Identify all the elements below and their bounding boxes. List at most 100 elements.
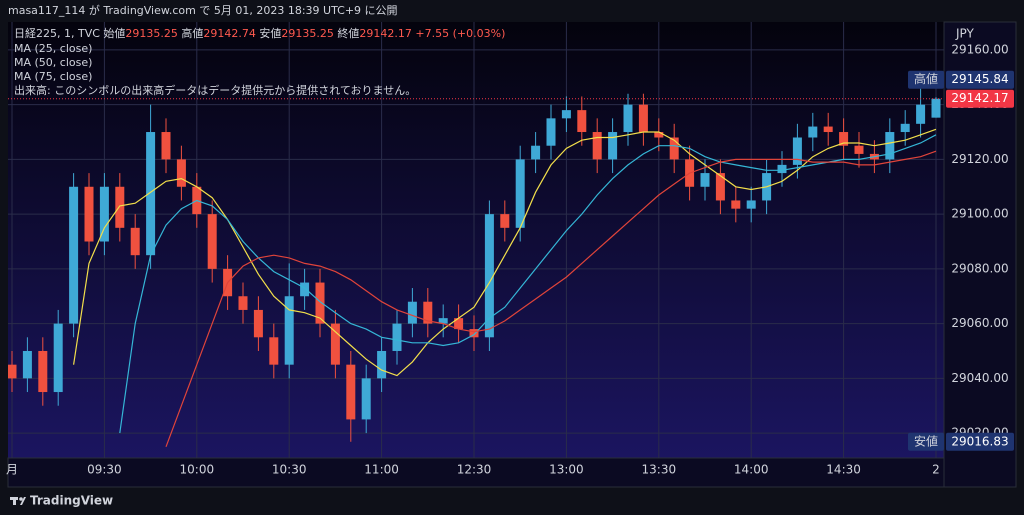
time-axis xyxy=(7,457,945,488)
candle-body xyxy=(99,186,109,242)
candle-body xyxy=(808,126,818,138)
x-tick-label: 10:00 xyxy=(180,463,215,477)
price-tag-label: 29016.83 xyxy=(951,434,1008,448)
candle-body xyxy=(885,132,895,160)
candle-body xyxy=(238,296,248,310)
candle-body xyxy=(931,98,941,118)
candle-body xyxy=(253,309,263,338)
candle-body xyxy=(916,104,926,124)
candle-body xyxy=(777,164,787,174)
candle-body xyxy=(8,364,17,379)
x-tick-label: 13:00 xyxy=(549,463,584,477)
x-tick-label: 12:30 xyxy=(457,463,492,477)
ohlc-label: 高値 xyxy=(181,26,203,40)
ohlc-value: 29135.25 xyxy=(281,27,334,40)
candle-body xyxy=(500,214,510,228)
ohlc-label: 安値 xyxy=(259,26,281,40)
y-tick-label: 29060.00 xyxy=(951,316,1008,330)
x-tick-label: 09:30 xyxy=(87,463,122,477)
candle-body xyxy=(407,301,417,324)
candle-body xyxy=(638,104,648,133)
brand-logo xyxy=(10,497,26,505)
candle-body xyxy=(115,186,125,228)
candle-body xyxy=(84,186,94,242)
candle-body xyxy=(854,145,864,154)
volume-note: 出来高: このシンボルの出来高データはデータ提供元から提供されておりません。 xyxy=(14,83,416,97)
marker-tag xyxy=(908,432,944,451)
publisher: masa117_114 が TradingView.com で 5月 01, 2… xyxy=(8,3,398,17)
brand: TradingView xyxy=(30,494,113,508)
candle-body xyxy=(469,329,479,338)
candle-body xyxy=(454,318,464,330)
legend: 日経225, 1, TVC 始値29135.25 高値29142.74 安値29… xyxy=(14,26,505,97)
candle-body xyxy=(161,132,171,160)
ohlc-value: 29135.25 xyxy=(125,27,178,40)
candle-body xyxy=(546,118,556,146)
candle-body xyxy=(176,159,186,187)
candle-body xyxy=(715,173,725,201)
candle-body xyxy=(700,173,710,187)
x-tick-label: 11:00 xyxy=(364,463,399,477)
candle-body xyxy=(438,318,448,324)
x-tick-label: 13:30 xyxy=(642,463,677,477)
candle-body xyxy=(284,296,294,365)
x-tick-label: 2 xyxy=(932,463,940,477)
candle-body xyxy=(130,227,140,256)
candle-body xyxy=(669,137,679,160)
candle-body xyxy=(623,104,633,133)
candle-body xyxy=(377,350,387,379)
candle-body xyxy=(592,132,602,160)
y-tick-label: 29040.00 xyxy=(951,371,1008,385)
candle-body xyxy=(654,132,664,138)
candle-body xyxy=(577,110,587,133)
change: +7.55 (+0.03%) xyxy=(415,27,505,40)
moving-average-line xyxy=(73,128,937,377)
legend-entry: MA (25, close) xyxy=(14,42,92,55)
currency: JPY xyxy=(955,27,975,41)
candle-body xyxy=(22,350,32,379)
plot-area xyxy=(8,22,944,458)
candle-body xyxy=(484,214,494,338)
candle-body xyxy=(38,350,48,393)
marker-tag xyxy=(908,70,944,89)
price-tag-label: 29145.84 xyxy=(951,72,1008,86)
price-tag xyxy=(946,70,1014,89)
moving-average-line xyxy=(119,134,937,434)
legend-entry: MA (50, close) xyxy=(14,56,92,69)
candle-body xyxy=(346,364,356,420)
candle-body xyxy=(53,323,63,393)
candle-body xyxy=(900,123,910,133)
candle-body xyxy=(269,337,279,365)
y-tick-label: 29160.00 xyxy=(951,42,1008,56)
candle-body xyxy=(792,137,802,165)
y-tick-label: 29080.00 xyxy=(951,261,1008,275)
candle-body xyxy=(823,126,833,133)
candle-body xyxy=(300,282,310,297)
x-tick-label: 10:30 xyxy=(272,463,307,477)
price-tag-label: 29142.17 xyxy=(951,91,1008,105)
symbol: 日経225, 1, TVC xyxy=(14,27,100,40)
x-tick-label: 14:00 xyxy=(734,463,769,477)
candle-body xyxy=(69,186,79,324)
candle-body xyxy=(561,110,571,119)
candle-body xyxy=(608,132,618,160)
candle-body xyxy=(515,159,525,228)
candle-body xyxy=(746,200,756,209)
marker-label: 安値 xyxy=(914,433,938,448)
ohlc-value: 29142.17 xyxy=(359,27,412,40)
marker-label: 高値 xyxy=(914,71,938,86)
candle-body xyxy=(207,214,217,269)
candle-body xyxy=(392,323,402,351)
x-tick-label: 月 xyxy=(6,463,18,477)
y-tick-label: 29120.00 xyxy=(951,152,1008,166)
price-tag xyxy=(946,89,1014,108)
candle-body xyxy=(361,378,371,420)
candle-body xyxy=(146,132,156,256)
ohlc-value: 29142.74 xyxy=(203,27,256,40)
price-tag xyxy=(946,432,1014,451)
ohlc-label: 始値 xyxy=(103,26,125,40)
moving-average-line xyxy=(165,150,937,448)
x-tick-label: 14:30 xyxy=(826,463,861,477)
legend-entry: MA (75, close) xyxy=(14,70,92,83)
